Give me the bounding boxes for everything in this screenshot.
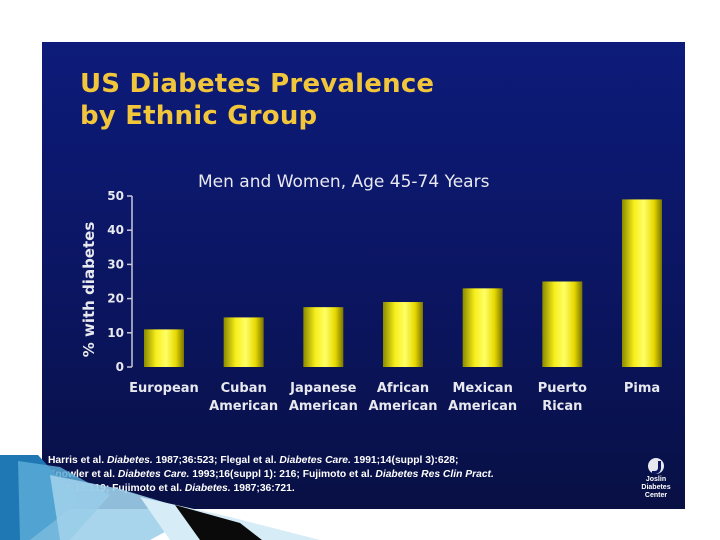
ref1-journal: Diabetes.	[106, 455, 153, 466]
x-tick-label-line-2: Rican	[542, 399, 582, 414]
ref5-journal: Diabetes.	[184, 483, 231, 494]
slide: US Diabetes Prevalence by Ethnic Group M…	[42, 42, 685, 509]
ref4-journal: Diabetes Res Clin Pract.	[375, 469, 494, 480]
ref5-author: Fujimoto et al.	[112, 483, 182, 494]
ref4-author: Fujimoto et al.	[302, 469, 373, 480]
title-line-1: US Diabetes Prevalence	[80, 69, 435, 99]
x-tick-label: Cuban	[221, 381, 267, 396]
reference-line-1: Harris et al. Diabetes. 1987;36:523; Fle…	[48, 454, 608, 468]
x-tick-label: Mexican	[453, 381, 513, 396]
x-axis-labels: European Cuban American Japanese American Afr…	[129, 381, 660, 414]
x-tick-label: European	[129, 381, 199, 396]
bar	[542, 281, 583, 367]
ref3-author: Knowler et al.	[48, 469, 115, 480]
references: Harris et al. Diabetes. 1987;36:523; Fle…	[48, 454, 608, 496]
x-tick-label-line-2: American	[368, 399, 437, 414]
x-tick-label-line-2: American	[289, 399, 358, 414]
y-tick-label: 40	[107, 223, 124, 237]
ref1-cite: 1987;36:523;	[155, 455, 218, 466]
joslin-logo-icon	[648, 458, 664, 474]
y-tick-label: 30	[107, 257, 124, 271]
x-tick-label: Japanese	[289, 381, 356, 396]
bars	[144, 199, 662, 367]
y-axis: 0 10 20 30 40 50	[107, 189, 133, 374]
x-tick-label: African	[377, 381, 429, 396]
bar	[462, 288, 503, 367]
bar-chart: 0 10 20 30 40 50 European Cuban American Japanes…	[80, 189, 662, 414]
y-tick-label: 10	[107, 326, 124, 340]
x-tick-label-line-2: American	[448, 399, 517, 414]
footer-swoosh-decoration	[0, 455, 320, 540]
ref5-cite: 1987;36:721.	[233, 483, 295, 494]
ref3-journal: Diabetes Care.	[117, 469, 190, 480]
ref2-journal: Diabetes Care.	[279, 455, 351, 466]
x-tick-label-line-2: American	[209, 399, 278, 414]
slide-title: US Diabetes Prevalence by Ethnic Group	[80, 68, 434, 132]
bar	[383, 302, 423, 367]
y-tick-label: 0	[116, 360, 124, 374]
bar	[622, 199, 662, 367]
y-axis-label: % with diabetes	[80, 222, 98, 358]
ref2-cite: 1991;14(suppl 3):628;	[353, 455, 459, 466]
bar	[223, 317, 264, 367]
bar	[144, 329, 184, 367]
logo-line-1: Joslin	[645, 476, 667, 483]
ref2-author: Flegal et al.	[220, 455, 277, 466]
chart-subtitle: Men and Women, Age 45-74 Years	[198, 172, 490, 192]
reference-line-2: Knowler et al. Diabetes Care. 1993;16(su…	[48, 468, 608, 482]
ref3-cite: 1993;16(suppl 1): 216;	[192, 469, 300, 480]
x-tick-label: Pima	[624, 381, 660, 396]
title-line-2: by Ethnic Group	[80, 101, 318, 131]
bar	[303, 307, 344, 367]
logo-line-3: Center	[644, 492, 668, 499]
logo-line-2: Diabetes	[641, 484, 671, 491]
y-tick-label: 50	[107, 189, 124, 203]
joslin-logo: Joslin Diabetes Center	[632, 458, 680, 500]
ref1-author: Harris et al.	[48, 455, 105, 466]
x-tick-label: Puerto	[538, 381, 587, 396]
y-tick-label: 20	[107, 292, 124, 306]
